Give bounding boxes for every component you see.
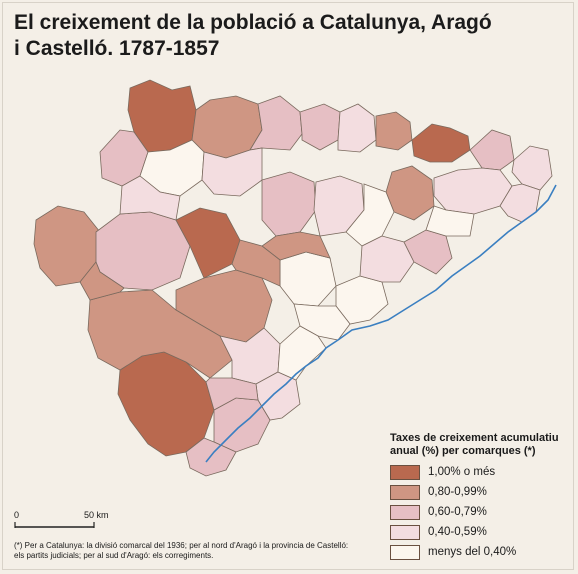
- legend-swatch: [390, 524, 420, 540]
- legend-item-class-2: 0,80-0,99%: [390, 483, 570, 501]
- scale-bar: 0 50 km: [14, 510, 134, 536]
- legend-swatch: [390, 544, 420, 560]
- legend-title-line-2: anual (%) per comarques (*): [390, 444, 536, 457]
- region-layer: [33, 79, 553, 477]
- scale-line: [14, 522, 95, 528]
- legend-label: menys del 0,40%: [428, 546, 517, 558]
- comarca-region: [511, 145, 553, 191]
- comarca-region: [425, 205, 475, 237]
- scale-min-label: 0: [14, 510, 20, 520]
- comarca-region: [277, 325, 327, 381]
- legend-label: 0,80-0,99%: [428, 486, 487, 498]
- comarca-region: [469, 129, 515, 171]
- scale-max-label: 50 km: [84, 510, 109, 520]
- legend-item-class-5: menys del 0,40%: [390, 543, 570, 561]
- comarca-region: [411, 123, 471, 163]
- comarca-region: [119, 175, 181, 221]
- legend-swatch: [390, 504, 420, 520]
- map-title: El creixement de la població a Catalunya…: [14, 10, 534, 62]
- comarca-region: [79, 261, 125, 301]
- comarca-region: [279, 251, 337, 307]
- coastline: [205, 184, 557, 463]
- comarca-region: [403, 229, 453, 275]
- legend-label: 0,60-0,79%: [428, 506, 487, 518]
- comarca-region: [433, 167, 513, 215]
- legend: Taxes de creixement acumulatiu anual (%)…: [390, 432, 570, 563]
- legend-item-class-3: 0,60-0,79%: [390, 503, 570, 521]
- legend-title: Taxes de creixement acumulatiu anual (%)…: [390, 432, 570, 457]
- footnote-line-1: (*) Per a Catalunya: la divisió comarcal…: [14, 541, 349, 550]
- comarca-region: [499, 183, 541, 223]
- legend-title-line-1: Taxes de creixement acumulatiu: [390, 432, 559, 444]
- title-line-1: El creixement de la població a Catalunya…: [14, 11, 492, 34]
- legend-swatch: [390, 484, 420, 500]
- footnote: (*) Per a Catalunya: la divisió comarcal…: [14, 541, 394, 561]
- title-line-2: i Castelló. 1787-1857: [14, 37, 220, 60]
- comarca-region: [205, 377, 259, 411]
- comarca-region: [359, 235, 415, 283]
- legend-item-class-4: 0,40-0,59%: [390, 523, 570, 541]
- comarca-region: [299, 103, 341, 151]
- legend-swatch: [390, 464, 420, 480]
- comarca-region: [261, 171, 317, 237]
- legend-label: 0,40-0,59%: [428, 526, 487, 538]
- footnote-line-2: els partits judicials; per al sud d'Arag…: [14, 551, 214, 560]
- legend-item-class-1: 1,00% o més: [390, 463, 570, 481]
- legend-label: 1,00% o més: [428, 466, 496, 478]
- comarca-region: [375, 111, 413, 151]
- comarca-region: [337, 103, 377, 153]
- map-frame: [2, 2, 574, 570]
- comarca-region: [231, 239, 281, 287]
- comarca-region: [249, 95, 303, 151]
